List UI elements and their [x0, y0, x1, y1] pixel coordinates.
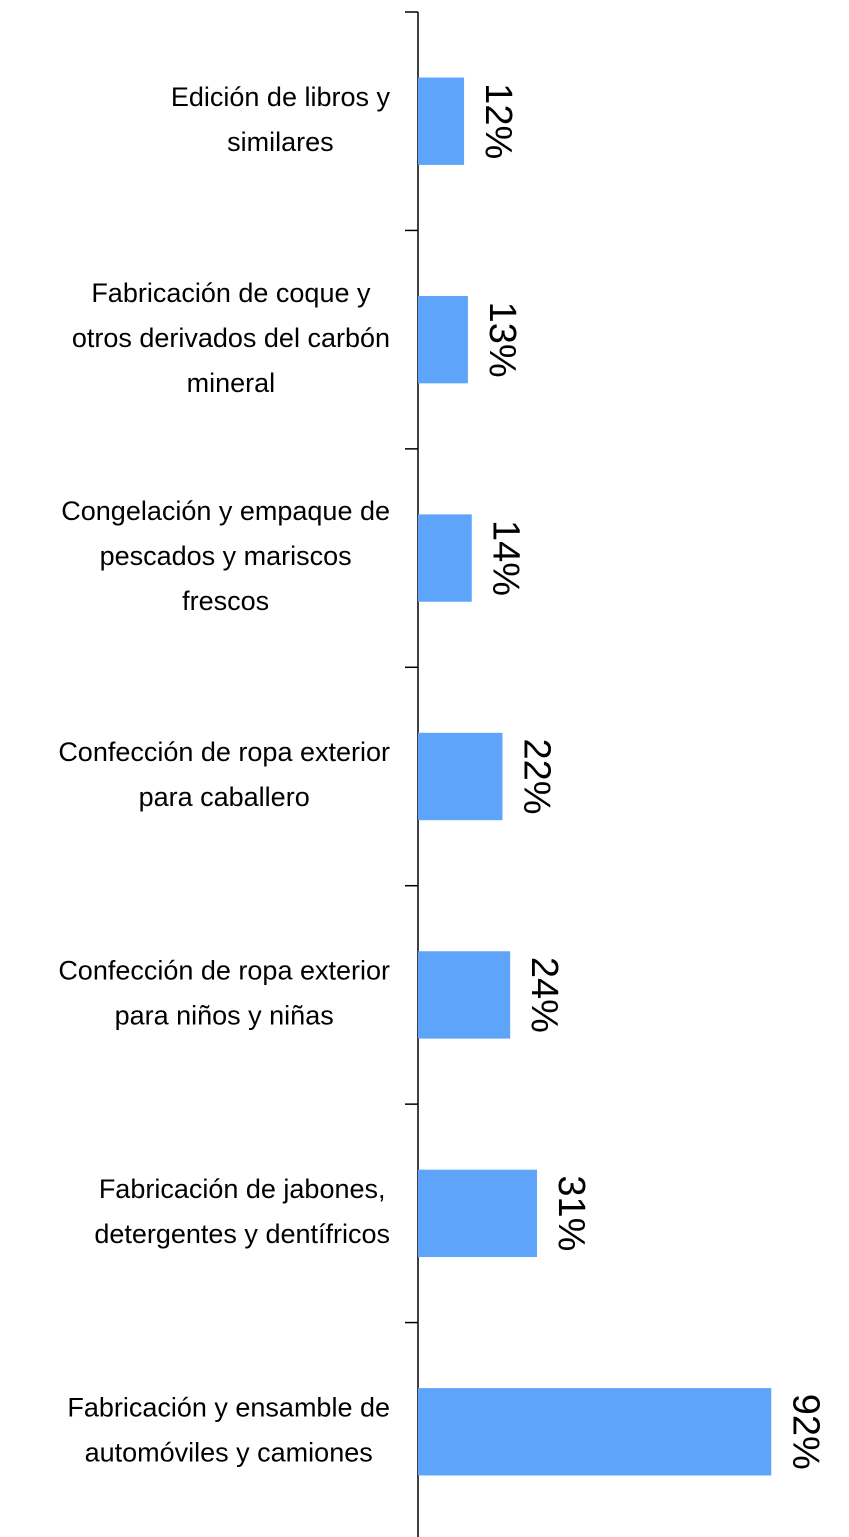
category-label: automóviles y camiones	[85, 1437, 373, 1467]
category-label: Confección de ropa exterior	[58, 737, 390, 767]
value-label: 22%	[515, 738, 557, 814]
value-label: 92%	[784, 1394, 826, 1470]
category-label: Edición de libros y	[171, 82, 391, 112]
category-label: Fabricación de coque y	[91, 278, 371, 308]
category-label: para niños y niñas	[115, 1001, 334, 1031]
value-label: 13%	[481, 302, 523, 378]
category-label: mineral	[187, 368, 276, 398]
value-label: 31%	[550, 1175, 592, 1251]
bar	[418, 951, 511, 1039]
category-label: similares	[227, 127, 334, 157]
category-label: Congelación y empaque de	[61, 496, 390, 526]
category-label: Fabricación de jabones,	[99, 1174, 386, 1204]
category-label: Confección de ropa exterior	[58, 956, 390, 986]
value-label: 24%	[523, 957, 565, 1033]
value-label: 14%	[485, 520, 527, 596]
category-label: para caballero	[139, 782, 310, 812]
bar	[418, 732, 503, 821]
bar	[418, 1169, 538, 1258]
bar	[418, 1388, 772, 1476]
value-label: 12%	[477, 83, 519, 159]
category-label: frescos	[182, 586, 269, 616]
category-label: pescados y mariscos	[100, 541, 352, 571]
bar	[418, 77, 465, 165]
category-label: detergentes y dentífricos	[94, 1219, 390, 1249]
bar	[418, 295, 468, 384]
category-label: otros derivados del carbón	[72, 323, 390, 353]
bar	[418, 514, 472, 602]
category-label: Fabricación y ensamble de	[67, 1392, 390, 1422]
